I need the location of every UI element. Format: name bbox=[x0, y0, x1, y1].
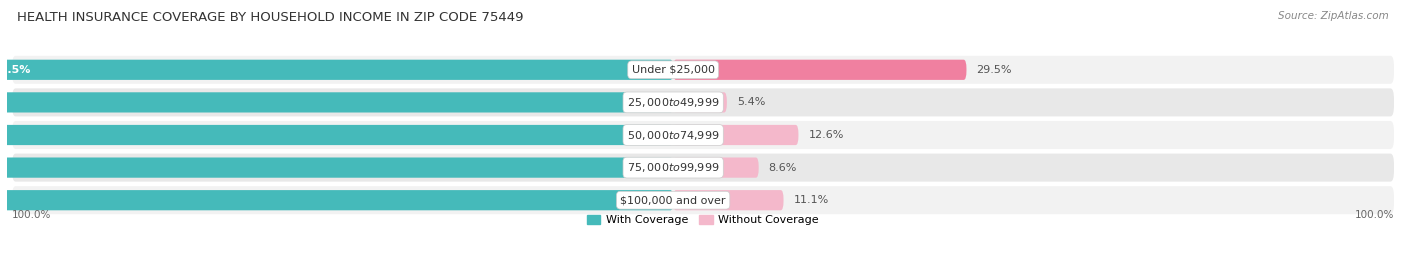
Text: 8.6%: 8.6% bbox=[769, 163, 797, 173]
FancyBboxPatch shape bbox=[673, 190, 783, 210]
Text: 29.5%: 29.5% bbox=[976, 65, 1012, 75]
Text: 100.0%: 100.0% bbox=[1354, 210, 1393, 220]
FancyBboxPatch shape bbox=[673, 157, 759, 178]
Text: 100.0%: 100.0% bbox=[13, 210, 52, 220]
Text: $50,000 to $74,999: $50,000 to $74,999 bbox=[627, 129, 720, 141]
Text: 70.5%: 70.5% bbox=[0, 65, 31, 75]
Legend: With Coverage, Without Coverage: With Coverage, Without Coverage bbox=[582, 210, 824, 230]
Text: 5.4%: 5.4% bbox=[737, 97, 765, 107]
FancyBboxPatch shape bbox=[13, 154, 1393, 182]
FancyBboxPatch shape bbox=[13, 186, 1393, 214]
Text: $75,000 to $99,999: $75,000 to $99,999 bbox=[627, 161, 720, 174]
Text: HEALTH INSURANCE COVERAGE BY HOUSEHOLD INCOME IN ZIP CODE 75449: HEALTH INSURANCE COVERAGE BY HOUSEHOLD I… bbox=[17, 11, 523, 24]
FancyBboxPatch shape bbox=[0, 125, 673, 145]
FancyBboxPatch shape bbox=[0, 157, 673, 178]
FancyBboxPatch shape bbox=[673, 125, 799, 145]
Text: 12.6%: 12.6% bbox=[808, 130, 844, 140]
FancyBboxPatch shape bbox=[0, 190, 673, 210]
Text: Source: ZipAtlas.com: Source: ZipAtlas.com bbox=[1278, 11, 1389, 21]
FancyBboxPatch shape bbox=[0, 60, 673, 80]
Text: $100,000 and over: $100,000 and over bbox=[620, 195, 725, 205]
FancyBboxPatch shape bbox=[13, 121, 1393, 149]
FancyBboxPatch shape bbox=[673, 60, 966, 80]
FancyBboxPatch shape bbox=[673, 92, 727, 113]
Text: 11.1%: 11.1% bbox=[793, 195, 828, 205]
Text: $25,000 to $49,999: $25,000 to $49,999 bbox=[627, 96, 720, 109]
FancyBboxPatch shape bbox=[13, 88, 1393, 116]
FancyBboxPatch shape bbox=[13, 56, 1393, 84]
Text: Under $25,000: Under $25,000 bbox=[631, 65, 714, 75]
FancyBboxPatch shape bbox=[0, 92, 673, 113]
